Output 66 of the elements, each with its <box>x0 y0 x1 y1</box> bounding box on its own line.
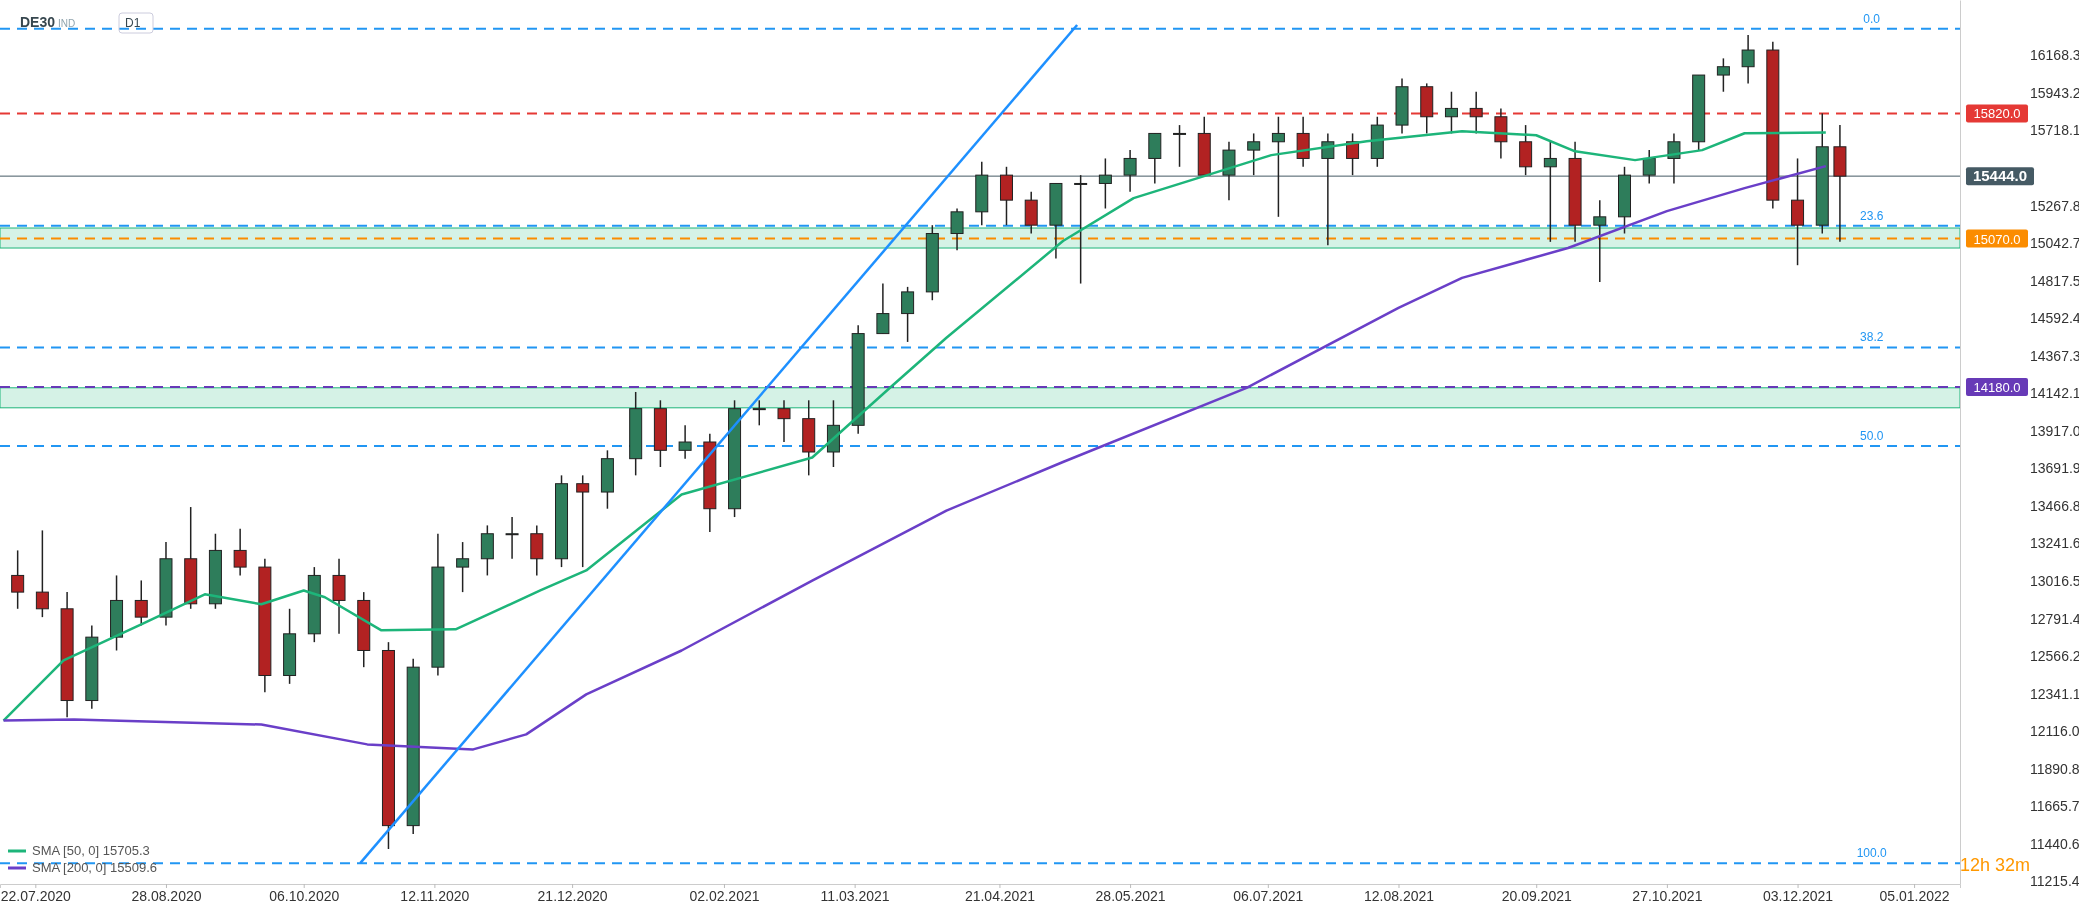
y-tick-label: 15042.7 <box>2030 235 2079 252</box>
candlestick <box>1716 57 1730 93</box>
candlestick <box>1098 157 1112 210</box>
ref-line-label: 15444.0 <box>1972 167 2028 185</box>
x-tick-label: 03.12.2021 <box>1763 887 1834 904</box>
candlestick <box>233 527 247 577</box>
annotation: 50.0 <box>1860 429 1884 443</box>
legend-label: SMA [50, 0] 15705.3 <box>32 843 150 858</box>
y-tick-label: 11215.4 <box>2030 873 2079 890</box>
y-tick-label: 11890.8 <box>2030 760 2079 777</box>
annotation: 0.0 <box>1863 11 1881 26</box>
candlestick <box>1543 141 1557 243</box>
candlestick <box>876 282 890 335</box>
candlestick <box>1247 132 1261 176</box>
candlestick <box>1271 116 1285 218</box>
y-tick-label: 15943.2 <box>2030 84 2079 101</box>
annotation: 38.2 <box>1860 330 1884 345</box>
candlestick <box>1173 124 1187 168</box>
candlestick <box>35 529 49 618</box>
x-tick-label: 12.08.2021 <box>1363 887 1435 904</box>
x-tick-label: 20.09.2021 <box>1501 887 1572 904</box>
y-tick-label: 12341.1 <box>2030 685 2079 702</box>
candlestick <box>1593 199 1607 283</box>
y-tick-label: 15718.1 <box>2030 122 2079 139</box>
candlestick <box>456 541 470 593</box>
annotation: IND <box>58 18 76 29</box>
x-tick-label: 28.05.2021 <box>1095 887 1166 904</box>
y-tick-label: 11440.6 <box>2030 835 2079 852</box>
x-tick-label: 05.01.2022 <box>1879 887 1950 904</box>
candlestick <box>576 474 590 568</box>
candlestick <box>901 286 915 343</box>
ref-line-label: 14180.0 <box>1973 379 2021 395</box>
y-tick-label: 12116.0 <box>2030 723 2079 740</box>
annotation: D1 <box>125 16 141 30</box>
candlestick <box>1741 34 1755 85</box>
x-tick-label: 02.02.2021 <box>689 887 760 904</box>
annotation: 100.0 <box>1856 846 1888 861</box>
annotation: 12h 32m <box>1959 855 2030 875</box>
x-tick-label: 06.07.2021 <box>1233 887 1304 904</box>
x-tick-label: 06.10.2020 <box>269 887 340 904</box>
candlestick <box>11 549 25 610</box>
candlestick <box>752 399 766 427</box>
y-tick-label: 14142.1 <box>2030 385 2079 402</box>
y-tick-label: 12566.2 <box>2030 648 2079 665</box>
x-tick-label: 28.08.2020 <box>131 887 202 904</box>
candlestick <box>1123 149 1137 193</box>
x-tick-label: 12.11.2020 <box>400 887 470 904</box>
ref-line-label: 15820.0 <box>1973 106 2021 122</box>
legend-label: SMA [200, 0] 15509.6 <box>32 860 158 875</box>
candlestick <box>1074 174 1088 285</box>
y-tick-label: 11665.7 <box>2030 798 2079 815</box>
text: DE30 <box>20 14 56 30</box>
candlestick <box>1321 132 1335 246</box>
x-tick-label: 22.07.2020 <box>0 887 72 904</box>
candlestick <box>505 516 519 560</box>
candlestick <box>950 207 964 251</box>
x-tick-label: 11.03.2021 <box>820 887 890 904</box>
y-tick-label: 13691.9 <box>2030 460 2079 477</box>
candlestick <box>1642 149 1656 185</box>
x-tick-label: 27.10.2021 <box>1632 887 1703 904</box>
x-tick-label: 21.04.2021 <box>964 887 1036 904</box>
annotation: 23.6 <box>1860 208 1884 223</box>
candlestick <box>777 399 791 443</box>
ref-line-label: 15070.0 <box>1973 231 2021 247</box>
x-tick-label: 21.12.2020 <box>537 887 608 904</box>
candlestick <box>678 424 692 460</box>
